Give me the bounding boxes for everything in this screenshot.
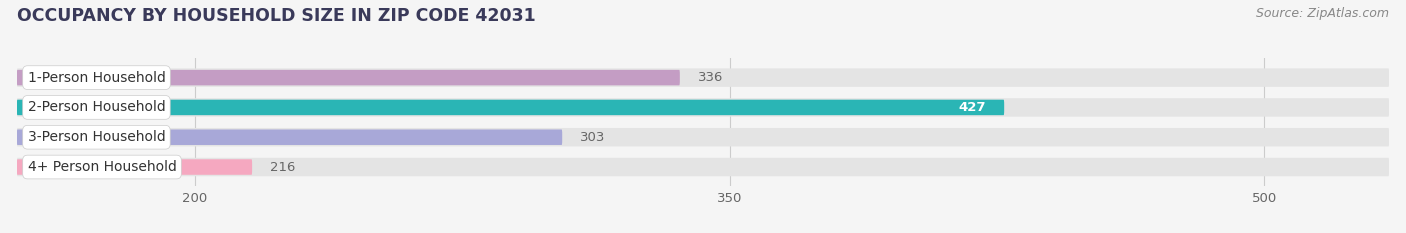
Text: 303: 303 [581, 131, 606, 144]
FancyBboxPatch shape [17, 68, 1389, 87]
FancyBboxPatch shape [17, 158, 1389, 176]
Text: 1-Person Household: 1-Person Household [28, 71, 166, 85]
Text: OCCUPANCY BY HOUSEHOLD SIZE IN ZIP CODE 42031: OCCUPANCY BY HOUSEHOLD SIZE IN ZIP CODE … [17, 7, 536, 25]
FancyBboxPatch shape [17, 130, 562, 145]
Text: 216: 216 [270, 161, 295, 174]
Text: 336: 336 [697, 71, 723, 84]
Text: 2-Person Household: 2-Person Household [28, 100, 166, 114]
FancyBboxPatch shape [17, 100, 1004, 115]
FancyBboxPatch shape [17, 70, 681, 85]
Text: 3-Person Household: 3-Person Household [28, 130, 166, 144]
Text: 427: 427 [959, 101, 987, 114]
FancyBboxPatch shape [17, 159, 252, 175]
Text: 4+ Person Household: 4+ Person Household [28, 160, 176, 174]
FancyBboxPatch shape [17, 98, 1389, 117]
Text: Source: ZipAtlas.com: Source: ZipAtlas.com [1256, 7, 1389, 20]
FancyBboxPatch shape [17, 128, 1389, 147]
